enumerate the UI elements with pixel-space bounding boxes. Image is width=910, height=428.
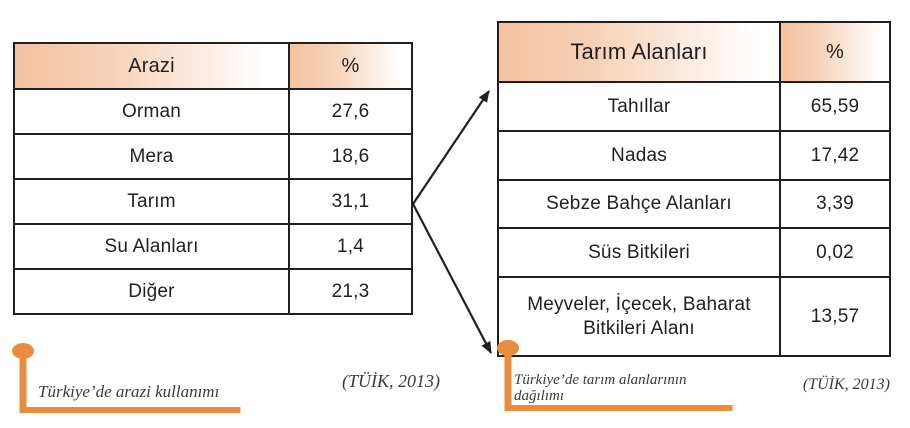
row-value: 1,4 bbox=[336, 235, 364, 257]
left-table-caption: Türkiye’de arazi kullanımı bbox=[38, 382, 220, 401]
table-row: Süs Bitkileri 0,02 bbox=[499, 227, 889, 276]
row-label: Su Alanları bbox=[15, 225, 290, 268]
row-value: 31,1 bbox=[331, 190, 370, 212]
column-header-percent: % bbox=[290, 44, 411, 88]
table-row: Mera 18,6 bbox=[15, 133, 411, 178]
table-row: Tahıllar 65,59 bbox=[499, 81, 889, 130]
row-label: Mera bbox=[15, 135, 290, 178]
row-value: 65,59 bbox=[810, 95, 860, 117]
row-label: Diğer bbox=[15, 270, 290, 313]
row-label: Nadas bbox=[499, 132, 781, 179]
table-row: Orman 27,6 bbox=[15, 88, 411, 133]
row-label: Süs Bitkileri bbox=[499, 229, 781, 276]
table-row: Sebze Bahçe Alanları 3,39 bbox=[499, 179, 889, 227]
table-header-row: Arazi % bbox=[15, 44, 411, 88]
left-callout-line-icon bbox=[12, 343, 241, 413]
row-label: Tahıllar bbox=[499, 83, 781, 130]
left-table-source: (TÜİK, 2013) bbox=[342, 371, 440, 391]
row-value: 21,3 bbox=[331, 280, 370, 302]
table-header-row: Tarım Alanları % bbox=[499, 23, 889, 81]
row-label: Orman bbox=[15, 90, 290, 133]
row-value: 17,42 bbox=[810, 144, 860, 166]
row-label: Sebze Bahçe Alanları bbox=[499, 181, 781, 227]
arrow-up-icon bbox=[412, 90, 490, 205]
row-value: 0,02 bbox=[816, 241, 854, 263]
land-use-table: Arazi % Orman 27,6 Mera 18,6 Tarım 31,1 … bbox=[13, 42, 413, 315]
right-table-caption: Türkiye’de tarım alanlarının dağılımı bbox=[514, 372, 687, 404]
row-label: Meyveler, İçecek, Baharat Bitkileri Alan… bbox=[499, 278, 781, 355]
table-row: Su Alanları 1,4 bbox=[15, 223, 411, 268]
column-header-arazi: Arazi bbox=[15, 44, 290, 88]
table-row: Diğer 21,3 bbox=[15, 268, 411, 313]
row-label: Tarım bbox=[15, 180, 290, 223]
table-row: Meyveler, İçecek, Baharat Bitkileri Alan… bbox=[499, 276, 889, 355]
right-table-source: (TÜİK, 2013) bbox=[802, 376, 890, 393]
column-header-percent: % bbox=[781, 23, 889, 81]
row-value: 27,6 bbox=[331, 100, 370, 122]
agricultural-areas-table: Tarım Alanları % Tahıllar 65,59 Nadas 17… bbox=[497, 21, 891, 357]
column-header-tarim-alanlari: Tarım Alanları bbox=[499, 23, 781, 81]
table-row-tarim: Tarım 31,1 bbox=[15, 178, 411, 223]
row-value: 3,39 bbox=[816, 193, 854, 214]
arrow-down-icon bbox=[412, 203, 492, 354]
row-value: 18,6 bbox=[331, 145, 370, 167]
table-row: Nadas 17,42 bbox=[499, 130, 889, 179]
row-value: 13,57 bbox=[810, 305, 860, 327]
